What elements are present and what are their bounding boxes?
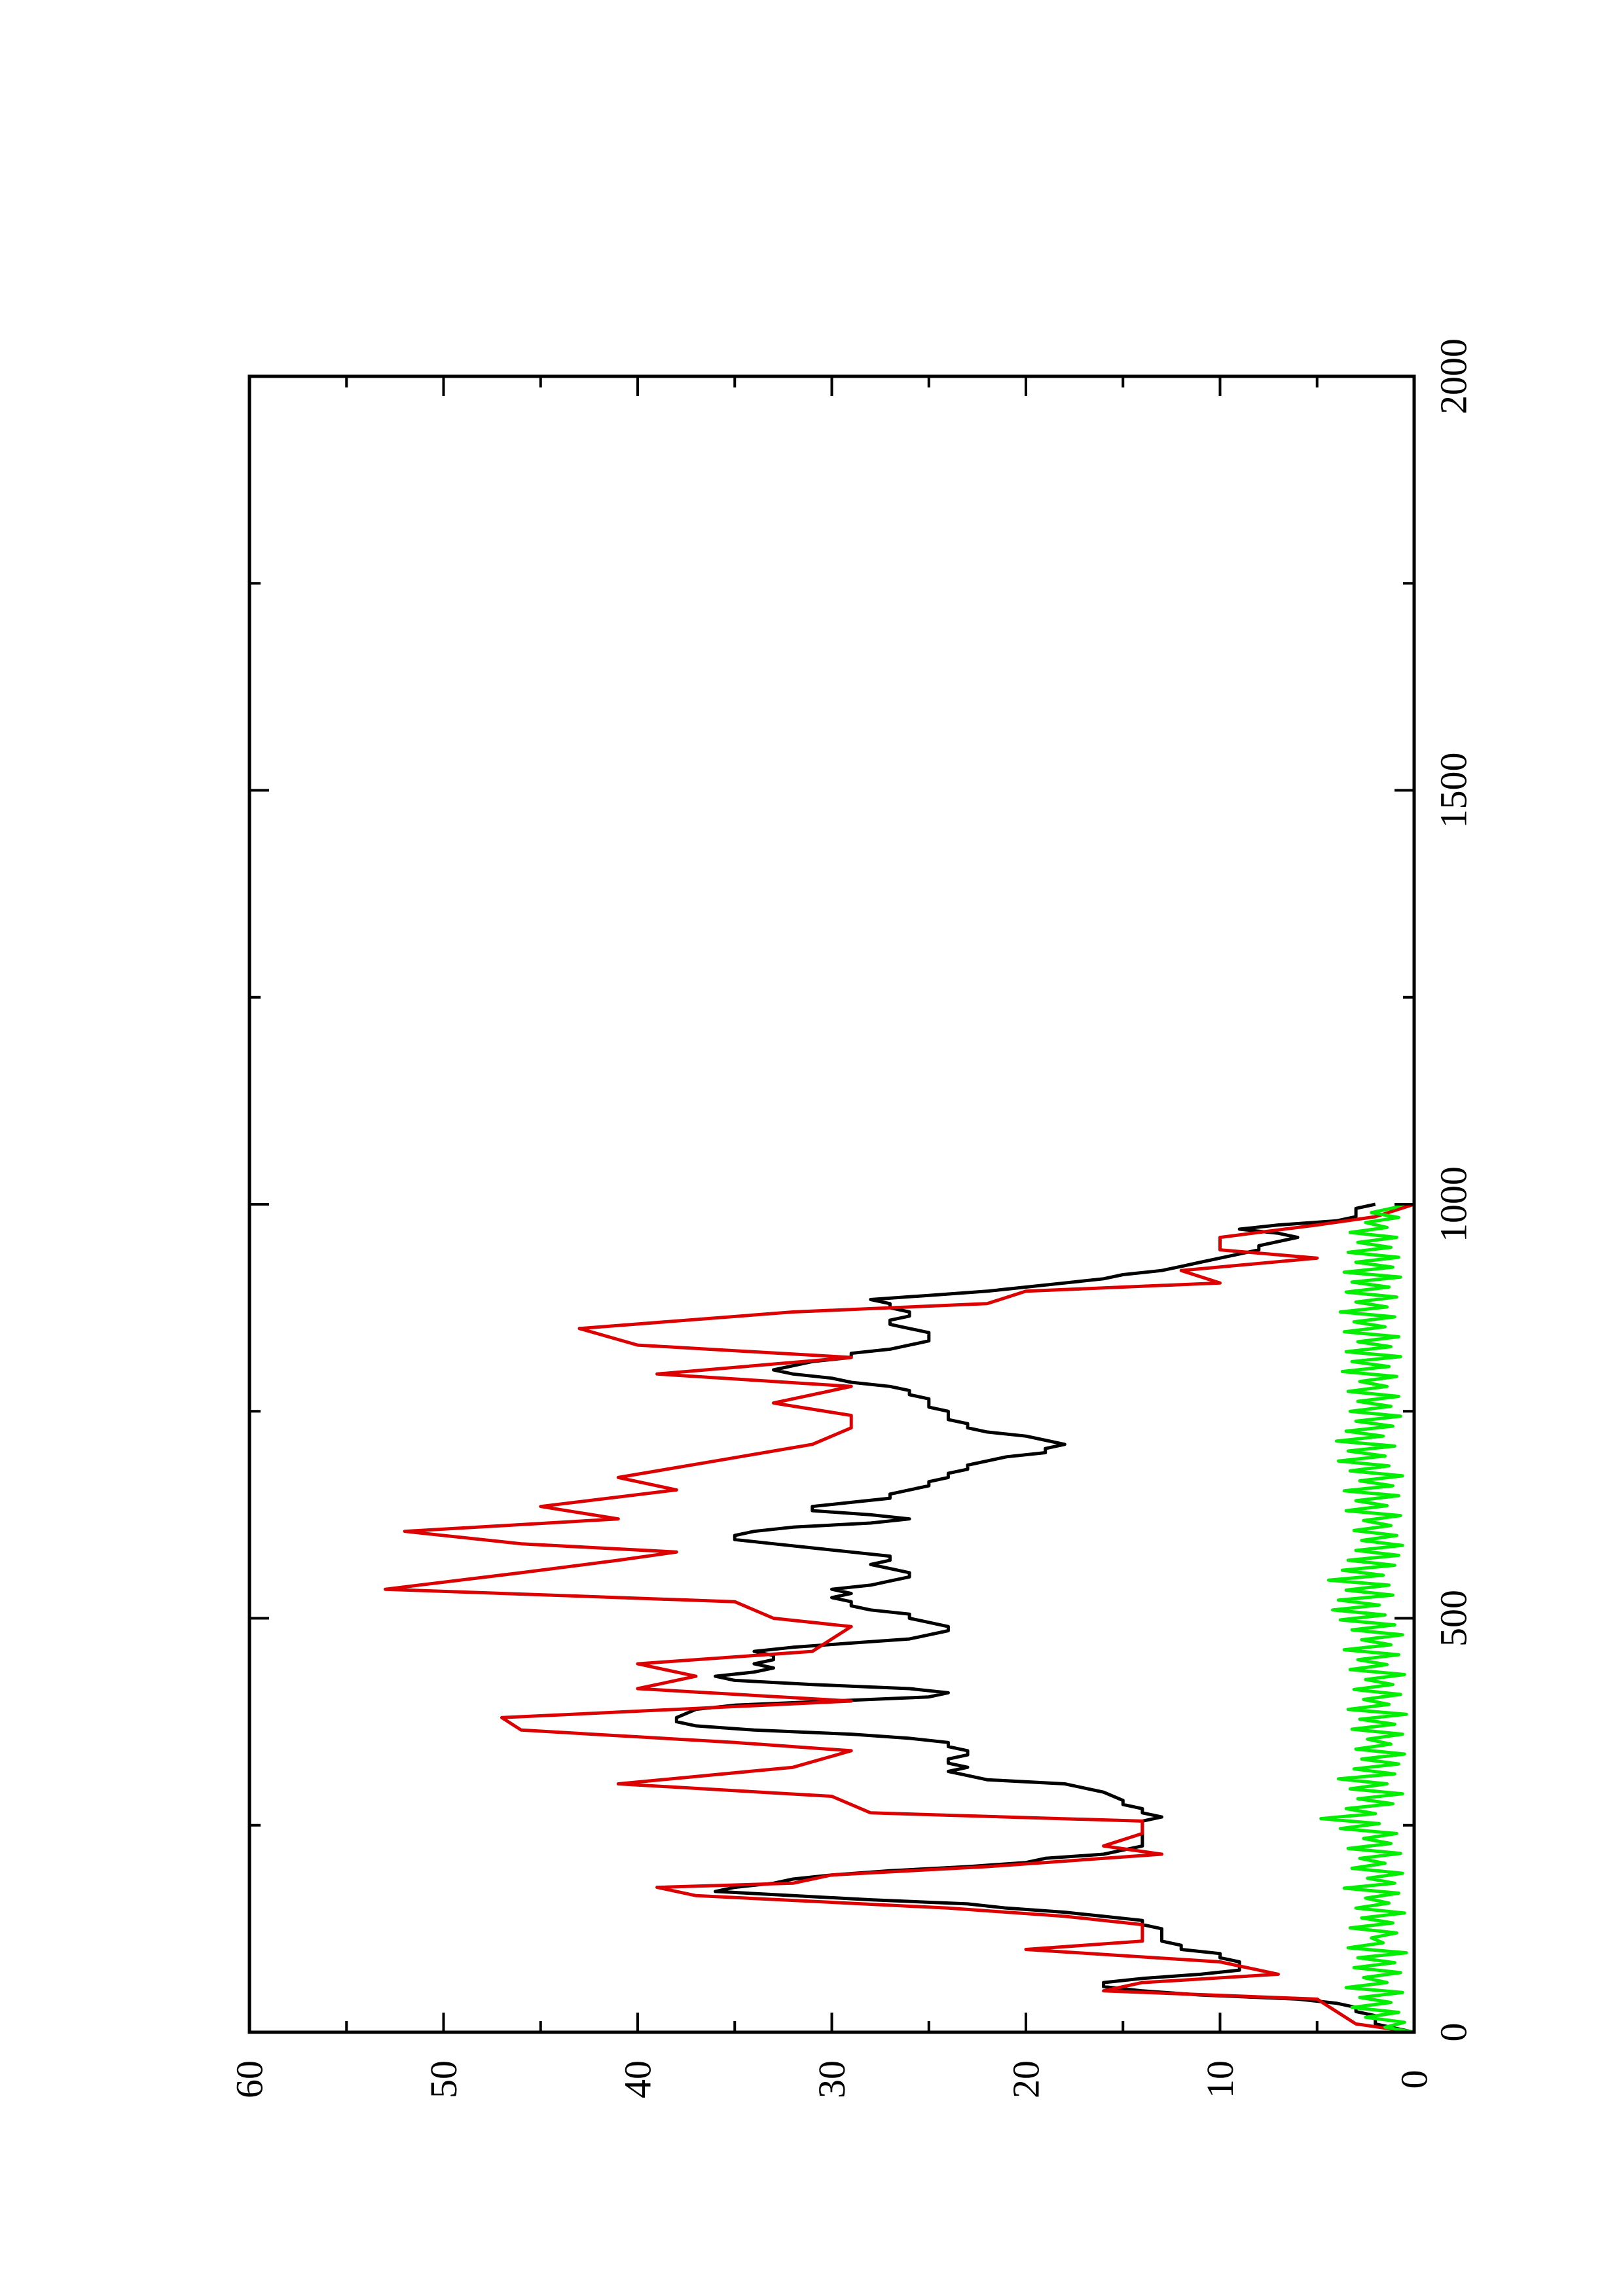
y-tick-label: 0 <box>1393 2070 1436 2089</box>
y-tick-label: 50 <box>422 2060 465 2098</box>
series-layer <box>384 1202 1415 2034</box>
y-tick-label: 20 <box>1005 2060 1048 2098</box>
series-line-3 <box>1319 1202 1415 2034</box>
tick-label-layer: 0 500 1000 1500 2000 0 10 20 30 40 50 60 <box>228 338 1475 2098</box>
x-tick-label: 500 <box>1432 1590 1475 1647</box>
x-tick-label: 1000 <box>1432 1166 1475 1242</box>
y-tick-label: 40 <box>617 2060 659 2098</box>
y-tick-label: 30 <box>811 2060 853 2098</box>
y-tick-label: 60 <box>228 2060 271 2098</box>
y-tick-label: 10 <box>1199 2060 1241 2098</box>
series-line-1 <box>674 1202 1415 2034</box>
x-tick-label: 1500 <box>1432 753 1475 829</box>
tick-layer <box>248 375 1415 2034</box>
x-tick-label: 0 <box>1432 2023 1475 2042</box>
series-line-2 <box>384 1202 1415 2034</box>
plot-frame <box>247 374 1416 2034</box>
x-tick-label: 2000 <box>1432 338 1475 414</box>
